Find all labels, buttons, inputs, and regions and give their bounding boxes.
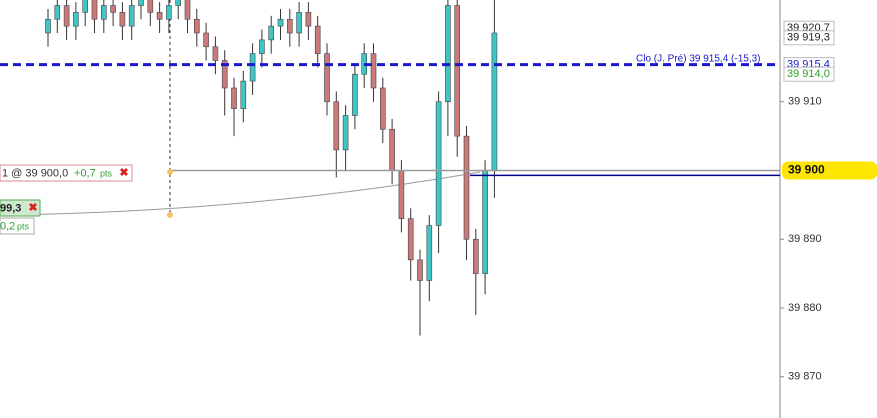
y-tick-label: 39 890 xyxy=(788,233,822,245)
candle-body xyxy=(286,18,293,34)
order-unit: pts xyxy=(17,221,30,231)
candle-body xyxy=(147,0,154,13)
order-text: 99,3 xyxy=(0,202,21,214)
y-tick-label: 39 910 xyxy=(788,96,822,108)
candle-body xyxy=(194,18,200,34)
candle-body xyxy=(212,46,219,61)
candle-body xyxy=(305,12,312,27)
candle-body xyxy=(463,135,470,240)
order-pnl-box xyxy=(0,217,35,235)
candle-body xyxy=(82,0,88,13)
y-tick-label: 39 870 xyxy=(788,371,822,383)
anchor-dot xyxy=(167,169,173,175)
candle-body xyxy=(91,0,98,20)
candle-body xyxy=(417,259,423,281)
candle-body xyxy=(184,0,191,20)
candle-body xyxy=(491,32,498,171)
candle-body xyxy=(370,53,377,89)
candle-body xyxy=(138,0,144,6)
candle-body xyxy=(240,80,247,109)
anchor-dot xyxy=(167,212,173,218)
candle-body xyxy=(314,25,321,54)
candle-body xyxy=(63,5,70,27)
order-ticket[interactable] xyxy=(0,199,41,217)
candle-body xyxy=(268,25,275,41)
cancel-button[interactable]: ✖ xyxy=(119,167,128,179)
candle-body xyxy=(277,18,284,27)
candle-body xyxy=(73,12,79,27)
cancel-button[interactable]: ✖ xyxy=(28,202,37,214)
highlight-box xyxy=(782,161,877,180)
candle-body xyxy=(101,5,107,20)
price-label-box xyxy=(783,66,835,82)
prev-close-label: Clo (J. Pré) 39 915,4 (-15,3) xyxy=(636,53,761,64)
candle-body xyxy=(249,53,256,82)
order-text: 1 @ 39 900,0 xyxy=(2,167,68,179)
order-curve xyxy=(0,171,481,216)
candle-body xyxy=(352,73,358,116)
candle-body xyxy=(203,32,209,48)
order-ticket[interactable] xyxy=(0,164,133,182)
candle-body xyxy=(221,60,228,89)
candle-body xyxy=(54,5,61,20)
price-label-box xyxy=(783,30,835,46)
candle-body xyxy=(259,39,265,54)
candle-body xyxy=(333,101,340,151)
candle-body xyxy=(296,12,302,34)
candle-body xyxy=(175,0,181,6)
candle-body xyxy=(342,115,349,151)
highlight-label: 39 900 xyxy=(788,163,825,177)
candle-body xyxy=(445,5,451,103)
candle-body xyxy=(435,101,442,226)
candle-body xyxy=(472,238,479,274)
candle-body xyxy=(379,87,386,130)
order-pnl: +0,7 xyxy=(74,167,96,179)
candle-body xyxy=(45,18,51,34)
candle-body xyxy=(156,12,163,20)
candle-body xyxy=(398,170,405,219)
candle-body xyxy=(426,225,433,281)
candle-body xyxy=(128,5,135,27)
candle-body xyxy=(119,12,126,27)
candle-body xyxy=(324,53,330,103)
candle-body xyxy=(407,218,414,261)
price-label: 39 919,3 xyxy=(787,32,830,44)
y-tick-label: 39 880 xyxy=(788,302,822,314)
order-unit: pts xyxy=(100,168,113,178)
candle-body xyxy=(389,128,395,171)
candle-body xyxy=(454,5,461,137)
candle-body xyxy=(110,5,116,13)
candle-body xyxy=(482,170,488,274)
order-pnl: 0,2 xyxy=(0,220,15,232)
price-label: 39 914,0 xyxy=(787,68,830,80)
candle-body xyxy=(231,87,237,109)
candle-body xyxy=(166,5,172,20)
